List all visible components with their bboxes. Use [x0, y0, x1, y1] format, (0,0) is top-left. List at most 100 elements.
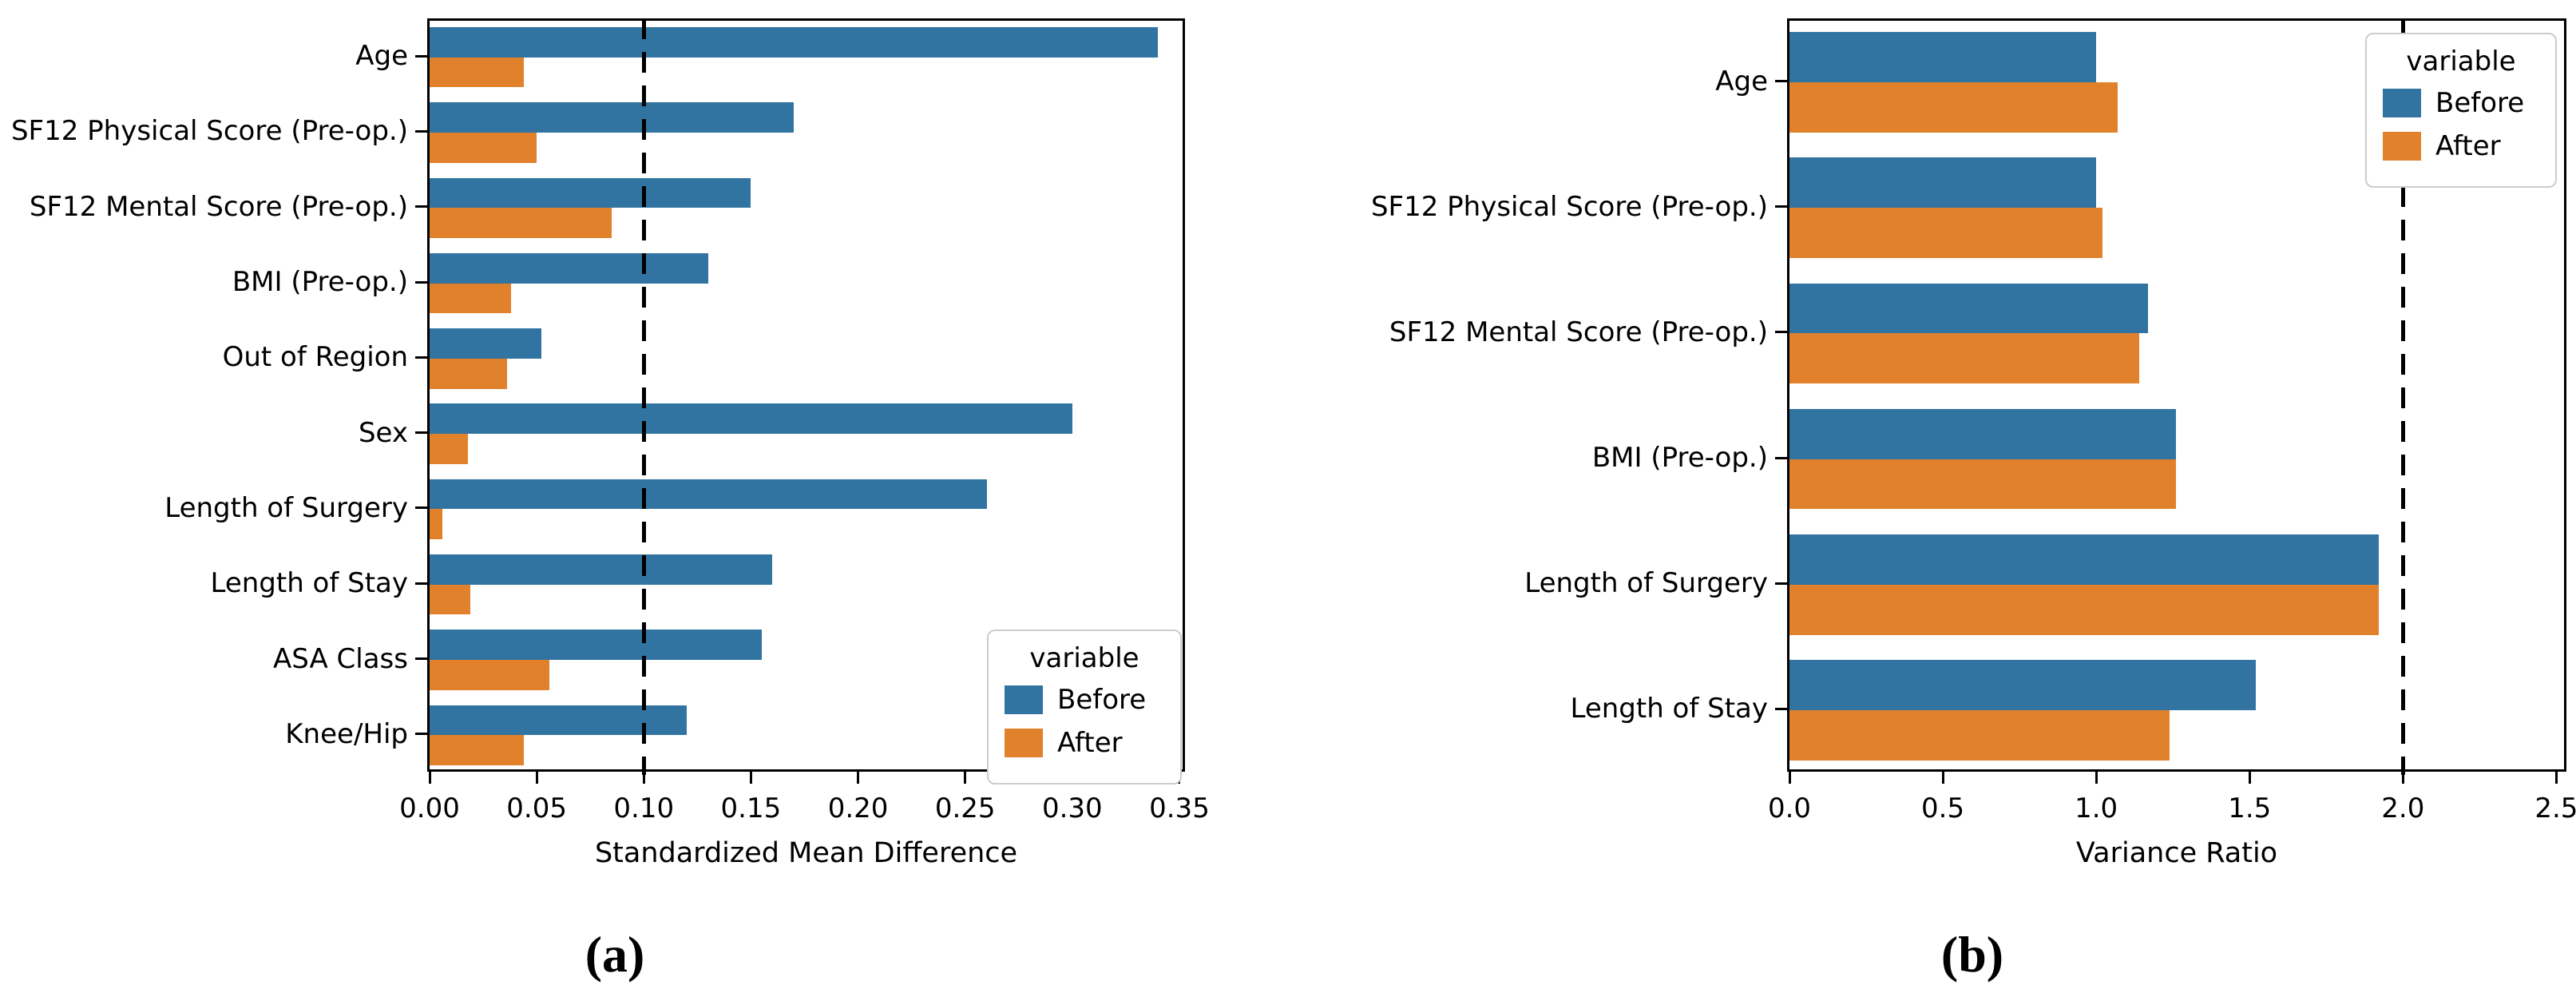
- y-axis-label-sex: Sex: [358, 416, 408, 449]
- y-axis-label-age: Age: [1715, 65, 1768, 97]
- reference-dashed-line: [2401, 18, 2406, 775]
- bar-before-length-of-surgery: [1789, 534, 2379, 585]
- bar-before-bmi-pre-op: [430, 252, 708, 284]
- bar-after-asa-class: [430, 660, 550, 690]
- subfigure-caption-a: (a): [585, 926, 645, 983]
- x-tick-label: 0.30: [1041, 792, 1103, 824]
- y-tick: [1775, 707, 1787, 710]
- y-axis-label-bmi-pre-op: BMI (Pre-op.): [232, 266, 408, 299]
- bar-after-length-of-stay: [1789, 709, 2170, 761]
- legend-swatch-before: [2383, 89, 2421, 117]
- bar-before-length-of-stay: [430, 554, 773, 585]
- y-axis-label-bmi-pre-op: BMI (Pre-op.): [1591, 442, 1768, 475]
- bar-after-bmi-pre-op: [430, 283, 511, 314]
- y-tick: [415, 54, 427, 58]
- legend-label: After: [2435, 130, 2501, 162]
- bar-after-length-of-surgery: [1789, 584, 2379, 635]
- bar-before-age: [430, 26, 1159, 58]
- y-axis-label-length-of-surgery: Length of Surgery: [1524, 567, 1768, 600]
- bar-after-knee-hip: [430, 735, 525, 766]
- y-axis-label-out-of-region: Out of Region: [222, 341, 408, 374]
- bar-before-sex: [430, 403, 1072, 435]
- x-tick-label: 0.0: [1767, 792, 1812, 824]
- x-tick: [2248, 772, 2251, 784]
- y-tick: [415, 506, 427, 510]
- x-tick-label: 0.05: [506, 792, 567, 824]
- y-tick: [1775, 205, 1787, 209]
- legend-swatch-after: [2383, 132, 2421, 161]
- legend-label: Before: [1057, 684, 1147, 716]
- y-tick: [1775, 80, 1787, 83]
- x-tick-label: 2.5: [2534, 792, 2576, 824]
- x-tick: [749, 772, 752, 784]
- y-tick: [415, 657, 427, 661]
- x-tick-label: 0.15: [720, 792, 782, 824]
- y-tick: [415, 129, 427, 133]
- x-tick: [535, 772, 538, 784]
- reference-dashed-line: [642, 18, 647, 775]
- bar-after-out-of-region: [430, 358, 507, 389]
- y-tick: [415, 280, 427, 284]
- bar-before-asa-class: [430, 630, 762, 661]
- y-axis-label-length-of-stay: Length of Stay: [210, 567, 408, 600]
- panel-a: Age SF12 Physical Score (Pre-op.) SF12 Men…: [10, 18, 1210, 983]
- legend-entry-before: Before: [1005, 684, 1164, 716]
- x-tick-label: 1.0: [2075, 792, 2118, 824]
- legend-entry-after: After: [1005, 727, 1164, 759]
- y-tick: [415, 582, 427, 585]
- legend-swatch-after: [1005, 729, 1043, 757]
- bar-before-sf12-physical-score-pre-op: [430, 102, 795, 133]
- bar-after-age: [1789, 82, 2118, 133]
- y-axis-label-sf12-physical-score-pre-op: SF12 Physical Score (Pre-op.): [10, 115, 408, 148]
- x-axis-title: Variance Ratio: [2075, 837, 2278, 869]
- bar-after-sf12-physical-score-pre-op: [1789, 208, 2102, 259]
- bar-after-bmi-pre-op: [1789, 459, 2177, 510]
- x-tick-label: 0.5: [1921, 792, 1965, 824]
- x-tick-label: 2.0: [2381, 792, 2425, 824]
- x-tick: [2094, 772, 2098, 784]
- bar-before-sf12-physical-score-pre-op: [1789, 157, 2097, 209]
- legend-label: Before: [2435, 87, 2525, 119]
- bar-before-length-of-surgery: [430, 479, 987, 510]
- bar-after-length-of-surgery: [430, 509, 443, 540]
- legend-entry-after: After: [2383, 130, 2539, 162]
- y-axis-label-sf12-physical-score-pre-op: SF12 Physical Score (Pre-op.): [1370, 190, 1768, 223]
- x-tick: [428, 772, 431, 784]
- x-tick-label: 0.00: [399, 792, 460, 824]
- x-tick-label: 0.20: [827, 792, 889, 824]
- bar-after-sf12-mental-score-pre-op: [430, 208, 612, 238]
- x-tick: [2554, 772, 2558, 784]
- legend: variable Before After: [2365, 33, 2557, 188]
- bar-before-age: [1789, 32, 2097, 83]
- bar-after-length-of-stay: [430, 584, 470, 615]
- x-tick-label: 0.10: [613, 792, 675, 824]
- bar-after-sex: [430, 434, 469, 464]
- x-axis-title: Standardized Mean Difference: [594, 837, 1018, 869]
- bar-before-bmi-pre-op: [1789, 408, 2177, 459]
- legend-entry-before: Before: [2383, 87, 2539, 119]
- y-axis-label-knee-hip: Knee/Hip: [285, 717, 408, 750]
- y-tick: [415, 733, 427, 736]
- legend: variable Before After: [987, 630, 1182, 784]
- bar-before-length-of-stay: [1789, 660, 2256, 710]
- y-tick: [415, 431, 427, 435]
- x-tick: [857, 772, 860, 784]
- y-tick: [415, 205, 427, 209]
- x-tick: [1788, 772, 1791, 784]
- y-tick: [415, 356, 427, 359]
- subfigure-caption-b: (b): [1940, 926, 2004, 983]
- legend-title: variable: [2406, 46, 2516, 77]
- bar-after-age: [430, 57, 525, 88]
- x-tick: [642, 772, 645, 784]
- y-axis-label-age: Age: [355, 40, 408, 73]
- bar-after-sf12-mental-score-pre-op: [1789, 333, 2139, 384]
- y-axis-label-asa-class: ASA Class: [273, 642, 408, 675]
- y-tick: [1775, 582, 1787, 585]
- x-tick-label: 0.35: [1149, 792, 1210, 824]
- x-tick: [1941, 772, 1944, 784]
- y-axis-label-length-of-stay: Length of Stay: [1570, 693, 1768, 725]
- y-tick: [1775, 331, 1787, 334]
- legend-title: variable: [1029, 642, 1139, 674]
- bar-before-out-of-region: [430, 328, 541, 359]
